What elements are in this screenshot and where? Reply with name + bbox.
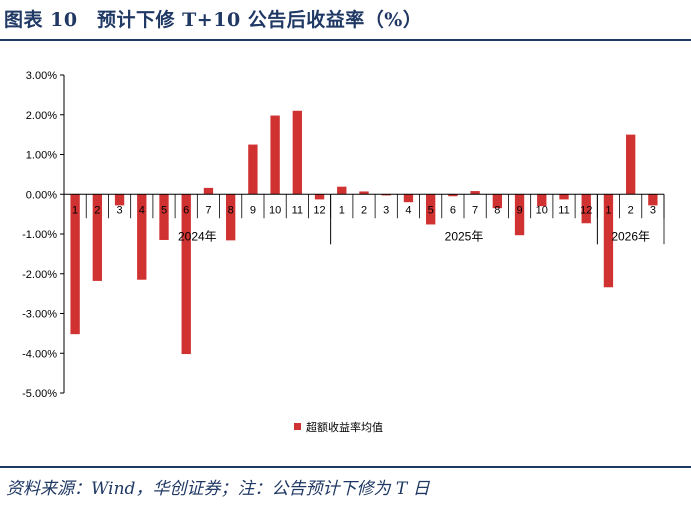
x-tick-label: 9 — [250, 204, 256, 216]
bar — [292, 110, 302, 195]
x-tick-label: 5 — [428, 204, 434, 216]
bar — [359, 191, 369, 195]
x-tick-label: 12 — [580, 204, 592, 216]
x-tick-label: 1 — [72, 204, 78, 216]
bar — [403, 194, 414, 203]
x-tick-label: 3 — [383, 204, 389, 216]
bar — [137, 194, 147, 280]
bar — [626, 134, 636, 195]
x-tick-label: 11 — [292, 204, 303, 216]
source-note: 资料来源：Wind，华创证券；注：公告预计下修为 T 日 — [6, 479, 430, 499]
bar — [448, 194, 458, 197]
y-tick-label: -5.00% — [22, 388, 57, 400]
bar — [181, 194, 191, 355]
x-tick-label: 2 — [94, 204, 100, 216]
x-tick-label: 10 — [536, 204, 548, 216]
bar — [514, 194, 525, 236]
x-tick-label: 9 — [516, 204, 522, 216]
source-divider — [0, 466, 691, 468]
y-tick-label: -3.00% — [22, 309, 57, 321]
legend-swatch — [294, 423, 301, 430]
bar — [159, 194, 169, 240]
bar — [337, 186, 347, 195]
bar — [226, 194, 236, 241]
x-tick-label: 5 — [161, 204, 167, 216]
group-label: 2024年 — [178, 229, 217, 243]
title-divider — [0, 39, 691, 41]
figure-title: 图表 10 预计下修 T+10 公告后收益率（%） — [4, 9, 423, 31]
bar — [314, 194, 325, 200]
group-label: 2025年 — [445, 229, 484, 243]
legend-label: 超额收益率均值 — [306, 420, 383, 434]
bar — [203, 187, 214, 195]
bar — [114, 194, 125, 206]
bar — [492, 194, 502, 209]
x-tick-label: 8 — [494, 204, 500, 216]
x-tick-label: 3 — [650, 204, 656, 216]
y-tick-label: 2.00% — [26, 110, 57, 122]
x-tick-label: 4 — [139, 204, 145, 216]
bar — [270, 115, 280, 195]
bar-series — [70, 110, 658, 355]
x-tick-label: 2 — [628, 204, 634, 216]
bar — [581, 194, 591, 224]
bar — [470, 191, 480, 195]
x-tick-label: 4 — [405, 204, 411, 216]
x-tick-label: 6 — [183, 204, 189, 216]
bar — [381, 194, 391, 196]
x-tick-label: 12 — [313, 204, 325, 216]
x-tick-label: 7 — [472, 204, 478, 216]
x-tick-label: 11 — [558, 204, 569, 216]
x-tick-label: 6 — [450, 204, 456, 216]
y-tick-label: -4.00% — [22, 348, 57, 360]
y-axis: 3.00% 2.00% 1.00% 0.00% -1.00% -2.00% -3.00% -4… — [22, 70, 65, 400]
y-tick-label: 1.00% — [26, 150, 57, 162]
bar-chart: 3.00% 2.00% 1.00% 0.00% -1.00% -2.00% -3.00% -4… — [22, 70, 665, 434]
bar — [603, 194, 614, 288]
bar — [248, 144, 258, 195]
x-tick-label: 8 — [228, 204, 234, 216]
bar — [70, 194, 80, 335]
bar — [537, 194, 547, 207]
y-tick-label: -1.00% — [22, 229, 57, 241]
bar — [648, 194, 658, 206]
x-tick-label: 7 — [205, 204, 211, 216]
x-tick-label: 1 — [605, 204, 611, 216]
y-tick-label: 0.00% — [26, 189, 57, 201]
group-label: 2026年 — [611, 229, 650, 243]
bar — [426, 194, 436, 225]
y-tick-label: -2.00% — [22, 269, 57, 281]
legend: 超额收益率均值 — [294, 420, 383, 434]
x-tick-label: 10 — [269, 204, 281, 216]
bar — [559, 194, 569, 200]
y-tick-label: 3.00% — [26, 70, 57, 82]
x-tick-label: 1 — [339, 204, 345, 216]
x-tick-label: 3 — [116, 204, 122, 216]
x-tick-label: 2 — [361, 204, 367, 216]
bar — [92, 194, 102, 281]
